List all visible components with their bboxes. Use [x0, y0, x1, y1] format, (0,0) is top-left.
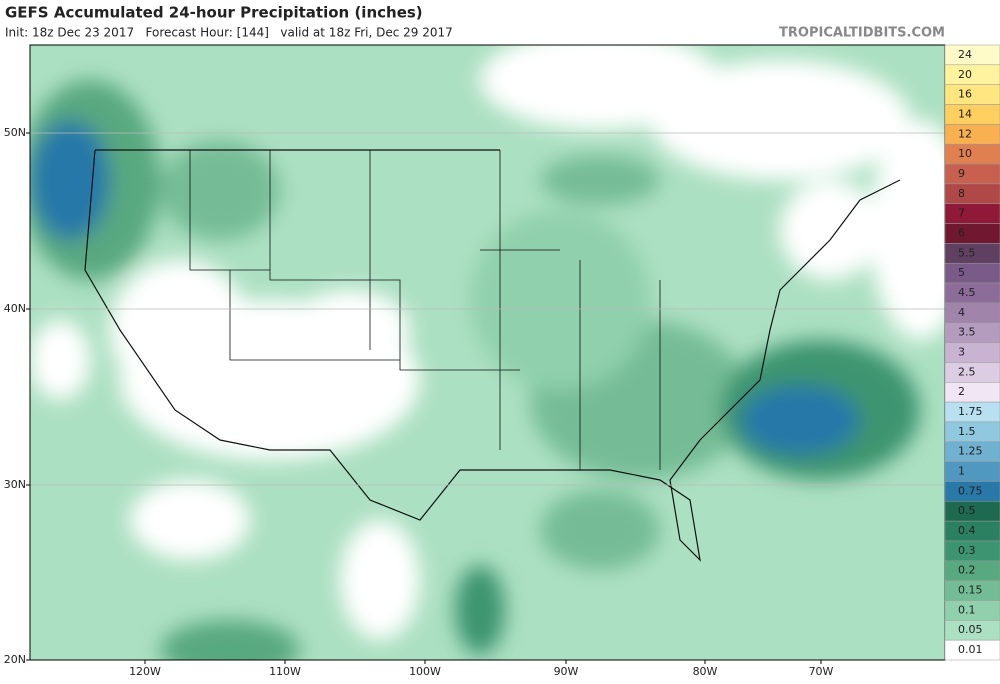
wet-area: [455, 565, 505, 655]
dry-area: [780, 180, 880, 280]
dry-area: [870, 120, 945, 340]
colorbar-label: 9: [958, 167, 965, 180]
colorbar-label: 4: [958, 306, 965, 319]
colorbar-swatch: [944, 461, 1000, 482]
lon-label: 70W: [809, 665, 834, 678]
lon-label: 110W: [269, 665, 301, 678]
colorbar-label: 2.5: [958, 365, 976, 378]
precip-field: [30, 45, 945, 660]
colorbar-label: 1.5: [958, 425, 976, 438]
colorbar-label: 0.01: [958, 643, 983, 656]
lat-label: 40N: [4, 302, 26, 315]
colorbar-label: 8: [958, 187, 965, 200]
colorbar-swatch: [944, 342, 1000, 363]
colorbar-swatch: [944, 382, 1000, 403]
colorbar-swatch: [944, 223, 1000, 244]
dry-area: [650, 60, 910, 180]
wet-area: [740, 385, 860, 455]
lon-label: 120W: [129, 665, 161, 678]
colorbar-label: 1.75: [958, 405, 983, 418]
wet-area: [160, 620, 300, 660]
dry-area: [30, 320, 90, 400]
lat-label: 30N: [4, 478, 26, 491]
colorbar-swatch: [944, 44, 1000, 66]
lon-label: 90W: [554, 665, 579, 678]
colorbar-label: 20: [958, 68, 972, 81]
colorbar-label: 0.5: [958, 504, 976, 517]
colorbar-label: 0.15: [958, 584, 983, 597]
colorbar-swatch: [944, 124, 1000, 145]
map: [30, 45, 945, 660]
colorbar-label: 10: [958, 147, 972, 160]
colorbar-label: 0.3: [958, 544, 976, 557]
wet-area: [540, 155, 660, 205]
lon-label: 80W: [693, 665, 718, 678]
lon-label: 100W: [409, 665, 441, 678]
colorbar-label: 6: [958, 226, 965, 239]
colorbar-swatch: [944, 64, 1000, 85]
wet-area: [30, 120, 110, 240]
wet-area: [160, 140, 280, 240]
colorbar-swatch: [944, 104, 1000, 125]
colorbar-label: 14: [958, 107, 972, 120]
colorbar-swatch: [944, 183, 1000, 204]
colorbar-label: 3: [958, 346, 965, 359]
colorbar-swatch: [944, 203, 1000, 224]
colorbar-label: 3.5: [958, 326, 976, 339]
wet-area: [540, 490, 660, 570]
colorbar-label: 2: [958, 385, 965, 398]
dry-area: [340, 520, 420, 640]
boundaries: [84, 149, 901, 562]
dry-area: [110, 260, 250, 400]
axis-labels: 50N 40N 30N 20N 120W 110W 100W 90W 80W 70W: [4, 126, 834, 678]
colorbar-swatch: [944, 163, 1000, 185]
site-credit: TROPICALTIDBITS.COM: [779, 26, 945, 41]
colorbar: 24 20 16 14 12 10 9 8 7 6 5.5 5 4.5 4 3.5 3 2.5 2 1.75 1.5 1…: [944, 44, 1000, 661]
colorbar-label: 4.5: [958, 286, 976, 299]
colorbar-label: 0.4: [958, 524, 976, 537]
dry-area: [130, 480, 250, 560]
colorbar-label: 7: [958, 207, 965, 220]
colorbar-label: 0.1: [958, 603, 976, 616]
title: GEFS Accumulated 24-hour Precipitation (…: [5, 4, 423, 22]
colorbar-label: 0.05: [958, 623, 983, 636]
colorbar-swatch: [944, 262, 1000, 284]
colorbar-label: 16: [958, 88, 972, 101]
lat-label: 50N: [4, 126, 26, 139]
colorbar-label: 24: [958, 48, 972, 61]
colorbar-swatch: [944, 84, 1000, 105]
graticule: [30, 132, 945, 486]
colorbar-label: 5.5: [958, 246, 976, 259]
colorbar-label: 5: [958, 266, 965, 279]
colorbar-label: 1: [958, 465, 965, 478]
state-lines: [189, 150, 661, 470]
subtitle: Init: 18z Dec 23 2017 Forecast Hour: [14…: [5, 26, 453, 40]
colorbar-swatch: [944, 302, 1000, 323]
wet-area: [470, 210, 650, 390]
dry-area: [290, 290, 410, 370]
colorbar-label: 1.25: [958, 445, 983, 458]
coastline-border: [84, 149, 901, 562]
colorbar-swatch: [944, 143, 1000, 165]
colorbar-label: 12: [958, 127, 972, 140]
lat-label: 20N: [4, 653, 26, 666]
colorbar-label: 0.2: [958, 564, 976, 577]
colorbar-swatch: [944, 639, 1000, 661]
colorbar-label: 0.75: [958, 484, 983, 497]
